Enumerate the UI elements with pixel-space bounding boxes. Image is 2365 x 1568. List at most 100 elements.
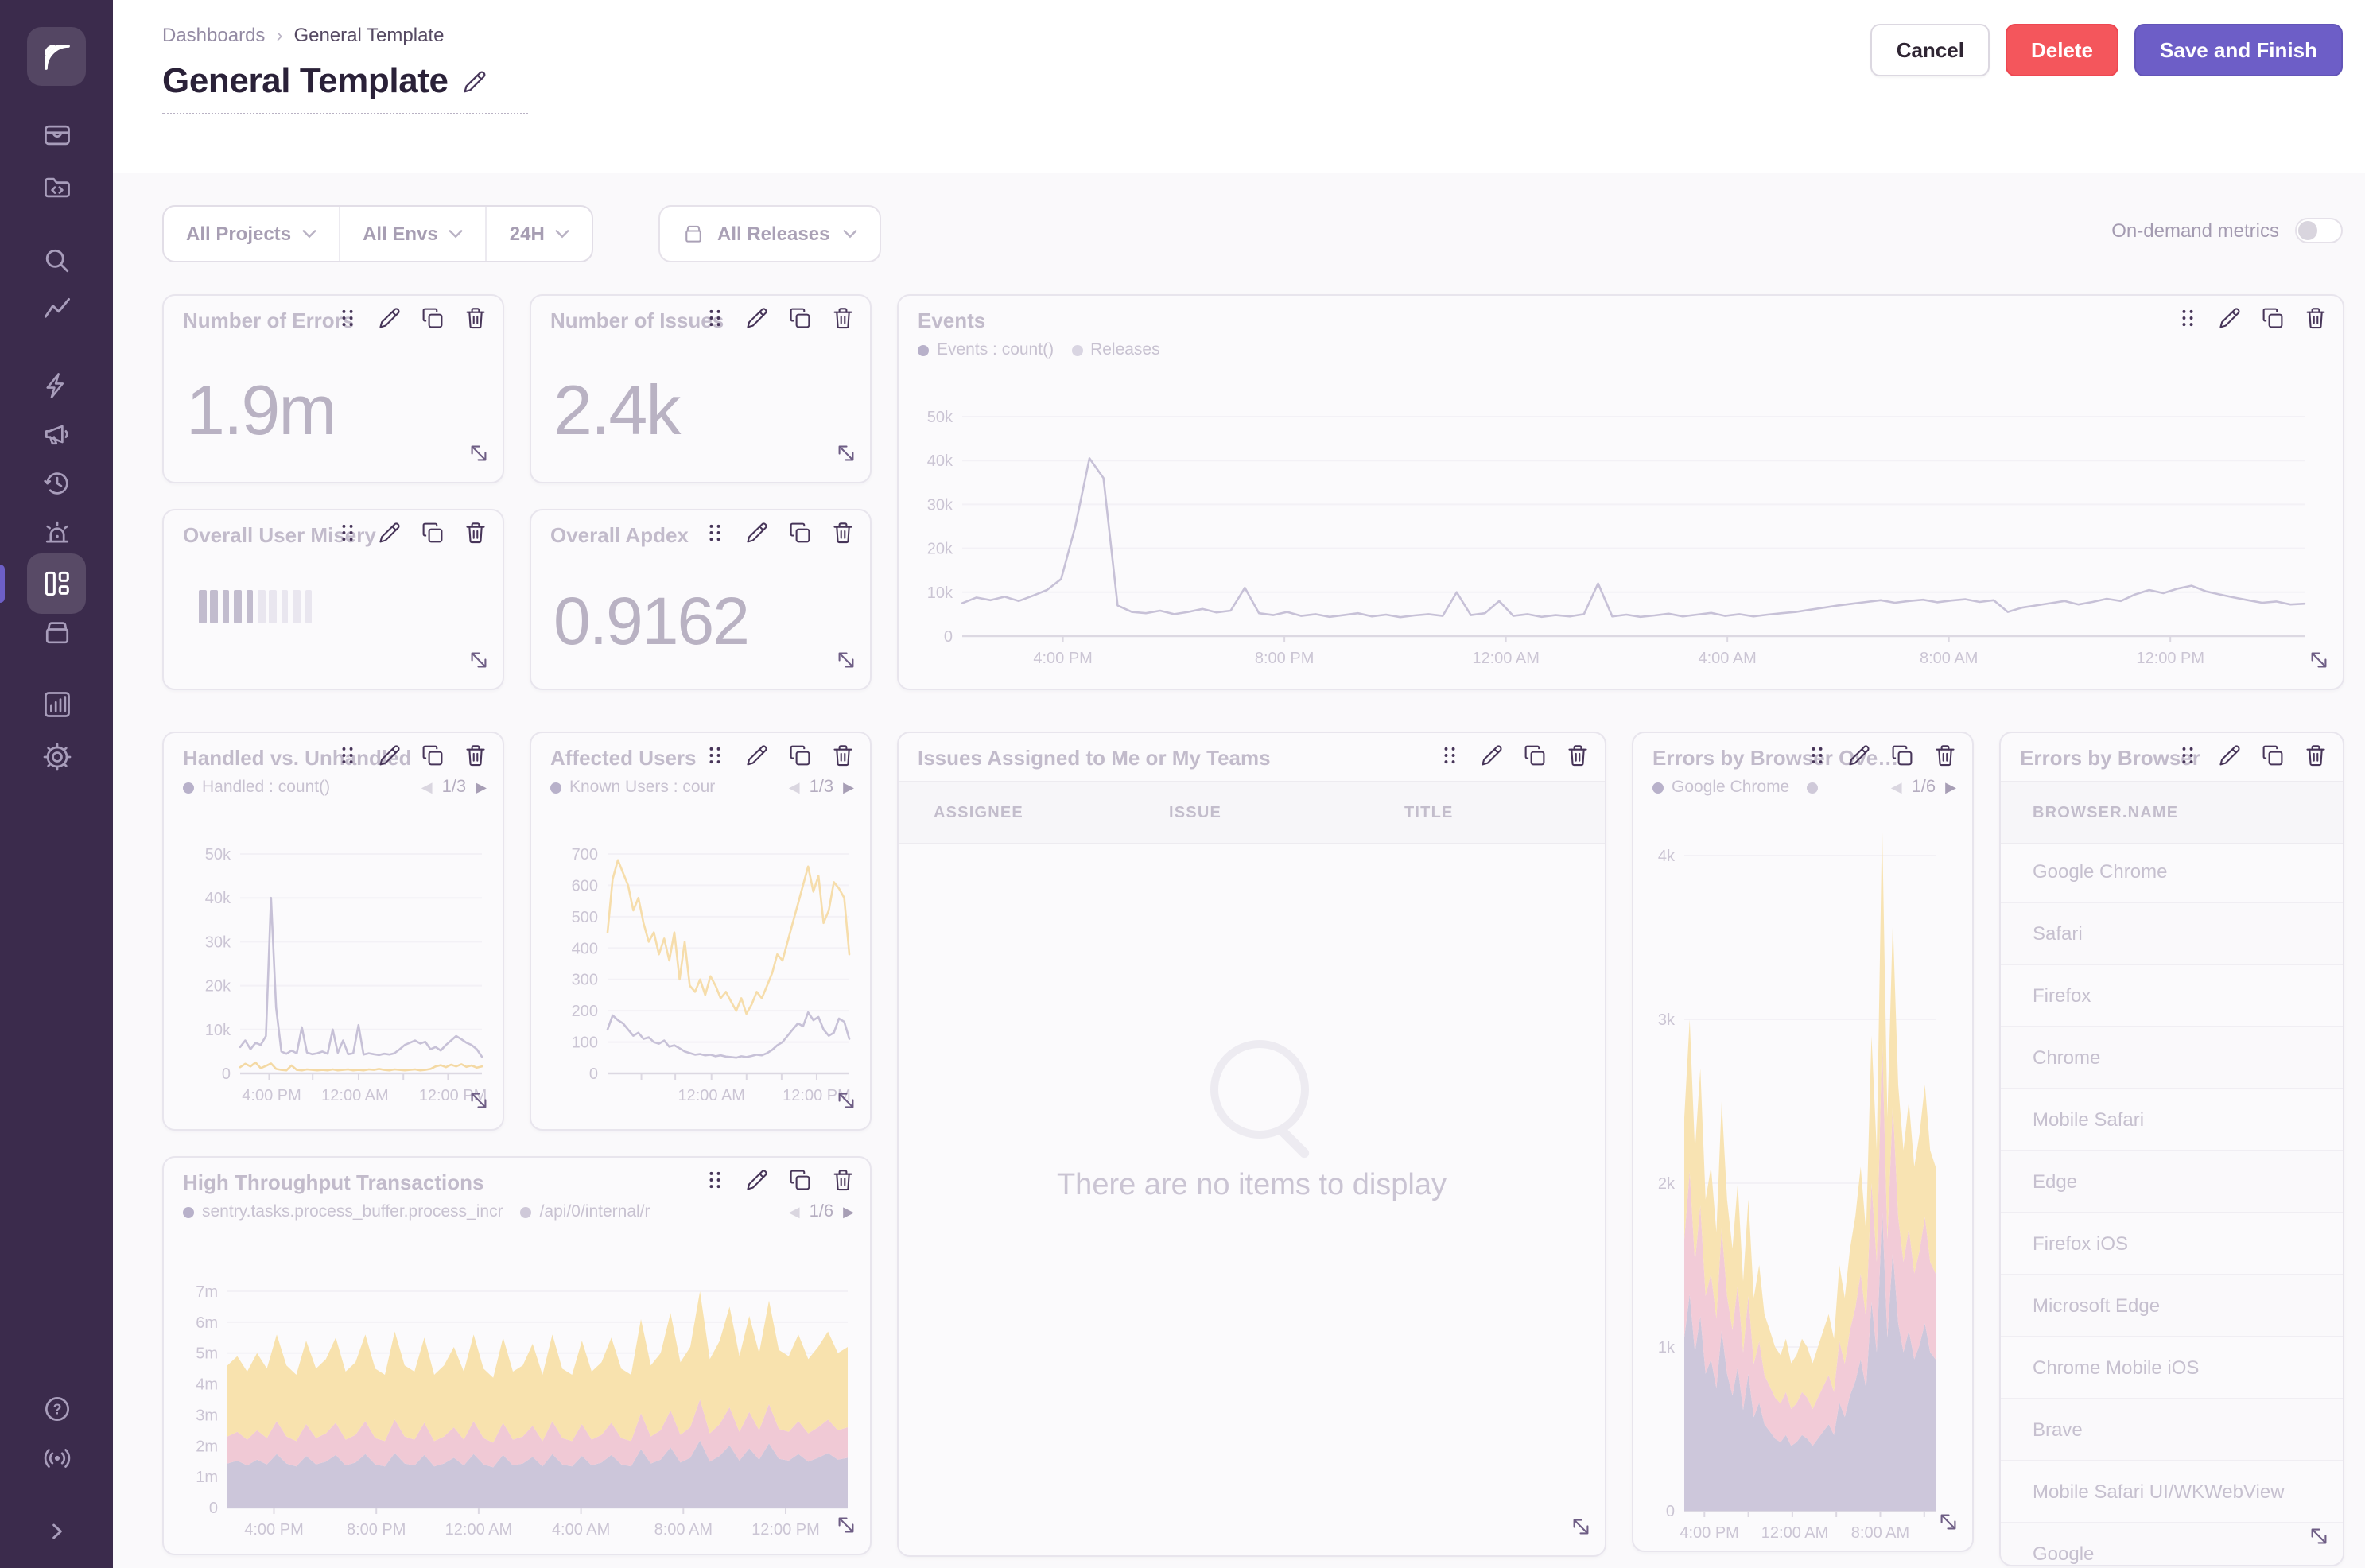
next-page-icon[interactable]: ▶ — [476, 778, 487, 794]
edit-icon[interactable] — [2219, 744, 2241, 767]
duplicate-icon[interactable] — [421, 307, 444, 329]
sidebar-collapse-button[interactable] — [0, 1501, 113, 1562]
resize-handle-icon[interactable] — [2308, 1525, 2330, 1555]
sidebar-item-releases[interactable] — [0, 603, 113, 663]
resize-handle-icon[interactable] — [1570, 1516, 1592, 1546]
drag-handle-icon[interactable] — [705, 307, 725, 329]
resize-handle-icon[interactable] — [468, 1089, 490, 1120]
drag-handle-icon[interactable] — [705, 1169, 725, 1191]
delete-icon[interactable] — [464, 307, 487, 329]
sidebar-item-replays[interactable] — [0, 453, 113, 514]
resize-handle-icon[interactable] — [835, 442, 857, 472]
next-page-icon[interactable]: ▶ — [843, 1203, 854, 1219]
sidebar-item-alerts[interactable] — [0, 504, 113, 565]
sidebar-item-help[interactable]: ? — [0, 1379, 113, 1439]
delete-icon[interactable] — [464, 744, 487, 767]
drag-handle-icon[interactable] — [2177, 307, 2198, 329]
duplicate-icon[interactable] — [789, 1169, 811, 1191]
releases-filter[interactable]: All Releases — [658, 205, 881, 262]
edit-icon[interactable] — [379, 522, 401, 544]
on-demand-metrics: On-demand metrics — [2111, 218, 2343, 243]
delete-icon[interactable] — [1567, 744, 1589, 767]
prev-page-icon[interactable]: ◀ — [421, 778, 433, 794]
sidebar-item-explore[interactable] — [0, 231, 113, 291]
svg-text:200: 200 — [572, 1003, 598, 1020]
sidebar-item-dashboards[interactable] — [0, 553, 113, 614]
drag-handle-icon[interactable] — [705, 744, 725, 767]
resize-handle-icon[interactable] — [835, 1514, 857, 1544]
duplicate-icon[interactable] — [789, 307, 811, 329]
resize-handle-icon[interactable] — [2308, 649, 2330, 679]
duplicate-icon[interactable] — [2262, 744, 2284, 767]
edit-icon[interactable] — [1848, 744, 1870, 767]
sidebar-item-stats[interactable] — [0, 674, 113, 735]
sidebar-item-issues[interactable] — [0, 105, 113, 165]
duplicate-icon[interactable] — [2262, 307, 2284, 329]
prev-page-icon[interactable]: ◀ — [1890, 778, 1902, 794]
chart-legend: Known Users : cour ◀ 1/3 ▶ — [550, 778, 854, 797]
svg-text:4k: 4k — [1658, 848, 1676, 865]
delete-icon[interactable] — [832, 522, 854, 544]
prev-page-icon[interactable]: ◀ — [788, 1203, 800, 1219]
resize-handle-icon[interactable] — [468, 649, 490, 679]
edit-icon[interactable] — [1481, 744, 1503, 767]
svg-text:4m: 4m — [196, 1376, 218, 1394]
duplicate-icon[interactable] — [1524, 744, 1546, 767]
drag-handle-icon[interactable] — [1439, 744, 1460, 767]
resize-handle-icon[interactable] — [835, 649, 857, 679]
edit-icon[interactable] — [2219, 307, 2241, 329]
edit-icon[interactable] — [746, 522, 768, 544]
sidebar-item-org[interactable] — [27, 27, 86, 86]
drag-handle-icon[interactable] — [337, 522, 358, 544]
drag-handle-icon[interactable] — [1807, 744, 1827, 767]
column-header: ASSIGNEE — [934, 804, 1023, 821]
sidebar-item-settings[interactable] — [0, 727, 113, 787]
duplicate-icon[interactable] — [1891, 744, 1913, 767]
next-page-icon[interactable]: ▶ — [1945, 778, 1956, 794]
delete-icon[interactable] — [832, 744, 854, 767]
edit-title-icon[interactable] — [463, 69, 487, 93]
sidebar-item-feedback[interactable] — [0, 404, 113, 464]
cancel-button[interactable]: Cancel — [1870, 24, 1990, 76]
prev-page-icon[interactable]: ◀ — [788, 778, 800, 794]
delete-icon[interactable] — [832, 1169, 854, 1191]
delete-icon[interactable] — [832, 307, 854, 329]
sidebar-item-projects[interactable] — [0, 157, 113, 218]
edit-icon[interactable] — [746, 307, 768, 329]
duplicate-icon[interactable] — [789, 744, 811, 767]
duplicate-icon[interactable] — [421, 522, 444, 544]
duplicate-icon[interactable] — [789, 522, 811, 544]
lightning-icon — [46, 372, 64, 398]
table-row: Microsoft Edge — [2001, 1275, 2343, 1337]
misery-bar — [305, 590, 313, 623]
sidebar-item-performance[interactable] — [0, 355, 113, 415]
delete-icon[interactable] — [1934, 744, 1956, 767]
sidebar-item-insights[interactable] — [0, 280, 113, 340]
sidebar-item-whats-new[interactable] — [0, 1428, 113, 1488]
delete-icon[interactable] — [2305, 744, 2327, 767]
resize-handle-icon[interactable] — [468, 442, 490, 472]
date-range-filter[interactable]: 24H — [485, 207, 592, 261]
drag-handle-icon[interactable] — [2177, 744, 2198, 767]
delete-icon[interactable] — [464, 522, 487, 544]
breadcrumb-dashboards-link[interactable]: Dashboards — [162, 24, 266, 46]
svg-text:100: 100 — [572, 1034, 598, 1052]
widget-actions — [705, 522, 854, 544]
edit-icon[interactable] — [746, 1169, 768, 1191]
resize-handle-icon[interactable] — [835, 1089, 857, 1120]
save-and-finish-button[interactable]: Save and Finish — [2134, 24, 2343, 76]
delete-button[interactable]: Delete — [2005, 24, 2119, 76]
delete-icon[interactable] — [2305, 307, 2327, 329]
edit-icon[interactable] — [379, 307, 401, 329]
edit-icon[interactable] — [746, 744, 768, 767]
duplicate-icon[interactable] — [421, 744, 444, 767]
on-demand-metrics-toggle[interactable] — [2295, 218, 2343, 243]
resize-handle-icon[interactable] — [1937, 1511, 1959, 1541]
next-page-icon[interactable]: ▶ — [843, 778, 854, 794]
drag-handle-icon[interactable] — [337, 744, 358, 767]
drag-handle-icon[interactable] — [337, 307, 358, 329]
drag-handle-icon[interactable] — [705, 522, 725, 544]
environments-filter[interactable]: All Envs — [339, 207, 486, 261]
edit-icon[interactable] — [379, 744, 401, 767]
projects-filter[interactable]: All Projects — [164, 207, 339, 261]
